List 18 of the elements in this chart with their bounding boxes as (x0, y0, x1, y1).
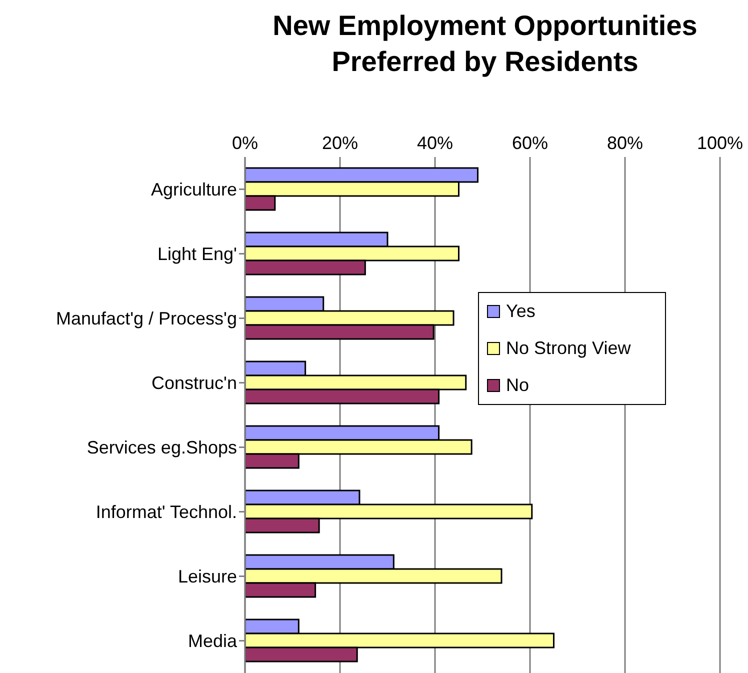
y-tick-label: Agriculture (150, 180, 237, 200)
y-tick-label: Construc'n (152, 373, 237, 394)
y-tick-label: Media (188, 631, 238, 652)
x-tick-label: 80% (606, 133, 644, 153)
chart-title: New Employment Opportunities Preferred by Residents (272, 9, 698, 79)
y-tick-label: Leisure (178, 566, 237, 587)
y-tick-label: Informat' Technol. (96, 502, 237, 522)
y-tick-label: Light Eng' (158, 244, 237, 264)
x-tick-label: 100% (696, 133, 744, 153)
x-tick-label: 60% (512, 133, 548, 153)
legend-label: No (506, 375, 530, 396)
y-tick-label: Services eg.Shops (86, 438, 237, 458)
x-tick-label: 0% (232, 133, 258, 153)
y-tick-label: Manufact'g / Process'g (56, 308, 237, 329)
x-tick-label: 40% (416, 133, 454, 153)
legend-label: Yes (506, 301, 536, 322)
x-tick-label: 20% (322, 133, 358, 153)
legend-label: No Strong View (506, 338, 631, 359)
